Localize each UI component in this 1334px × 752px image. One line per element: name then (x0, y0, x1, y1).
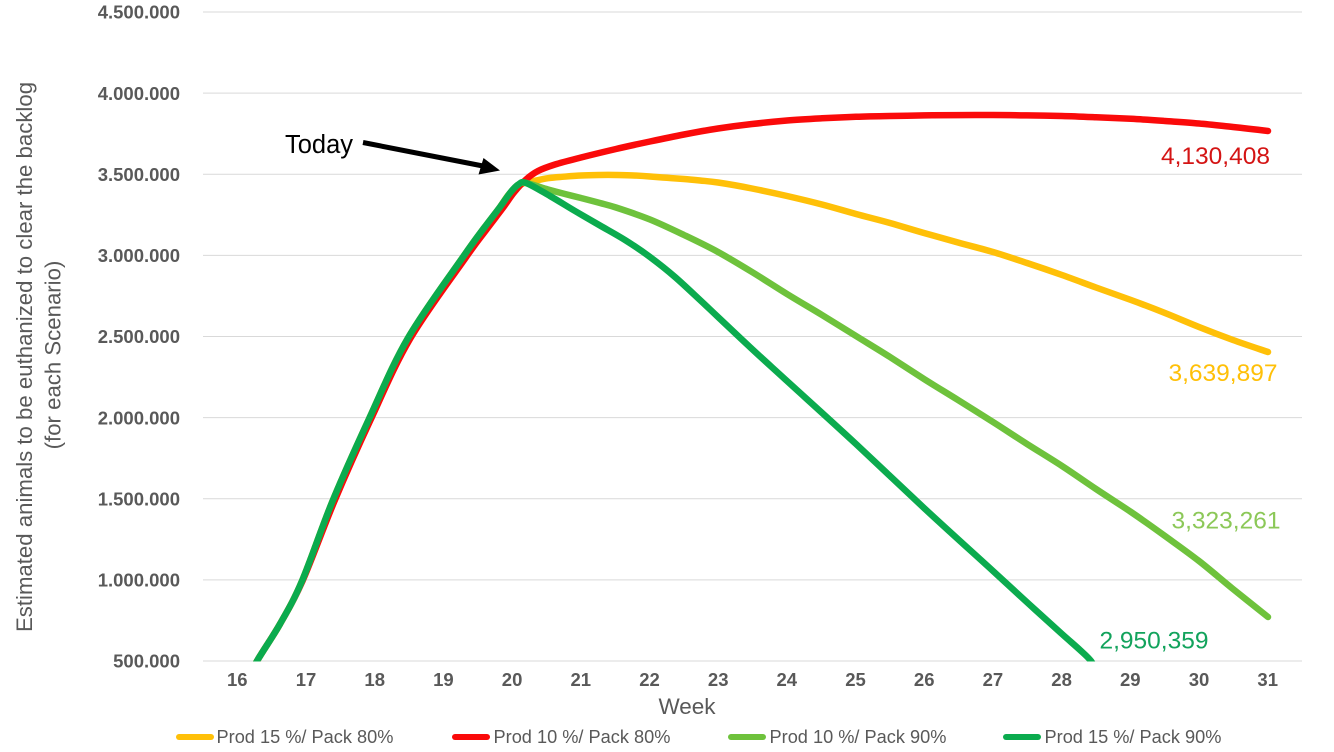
svg-text:3.000.000: 3.000.000 (98, 245, 180, 266)
svg-text:19: 19 (433, 669, 454, 690)
svg-text:16: 16 (227, 669, 248, 690)
svg-text:4,130,408: 4,130,408 (1161, 143, 1270, 170)
svg-text:(for each Scenario): (for each Scenario) (41, 261, 66, 450)
svg-text:22: 22 (639, 669, 660, 690)
svg-text:3.500.000: 3.500.000 (98, 164, 180, 185)
svg-text:18: 18 (364, 669, 385, 690)
svg-text:21: 21 (571, 669, 592, 690)
svg-text:2.000.000: 2.000.000 (98, 407, 180, 428)
svg-text:23: 23 (708, 669, 729, 690)
svg-text:1.500.000: 1.500.000 (98, 488, 180, 509)
svg-text:30: 30 (1189, 669, 1210, 690)
svg-text:Prod 10 %/ Pack 90%: Prod 10 %/ Pack 90% (770, 727, 947, 747)
svg-text:3,323,261: 3,323,261 (1172, 508, 1281, 535)
svg-text:20: 20 (502, 669, 523, 690)
svg-text:4.000.000: 4.000.000 (98, 83, 180, 104)
svg-text:2.500.000: 2.500.000 (98, 326, 180, 347)
svg-text:25: 25 (845, 669, 866, 690)
svg-text:28: 28 (1051, 669, 1072, 690)
svg-text:26: 26 (914, 669, 935, 690)
svg-text:Estimated animals to be euthan: Estimated animals to be euthanized to cl… (12, 82, 37, 632)
svg-text:29: 29 (1120, 669, 1141, 690)
svg-text:2,950,359: 2,950,359 (1100, 628, 1209, 655)
svg-text:17: 17 (296, 669, 317, 690)
svg-text:24: 24 (777, 669, 798, 690)
svg-text:Prod 15 %/ Pack 90%: Prod 15 %/ Pack 90% (1045, 727, 1222, 747)
svg-text:Prod 15 %/ Pack 80%: Prod 15 %/ Pack 80% (217, 727, 394, 747)
svg-text:500.000: 500.000 (113, 651, 180, 672)
svg-text:31: 31 (1257, 669, 1278, 690)
svg-text:Today: Today (285, 131, 353, 159)
svg-text:1.000.000: 1.000.000 (98, 570, 180, 591)
svg-text:Week: Week (658, 694, 716, 719)
svg-text:3,639,897: 3,639,897 (1169, 360, 1278, 387)
svg-text:4.500.000: 4.500.000 (98, 2, 180, 23)
svg-text:27: 27 (983, 669, 1004, 690)
svg-text:Prod 10 %/ Pack 80%: Prod 10 %/ Pack 80% (494, 727, 671, 747)
